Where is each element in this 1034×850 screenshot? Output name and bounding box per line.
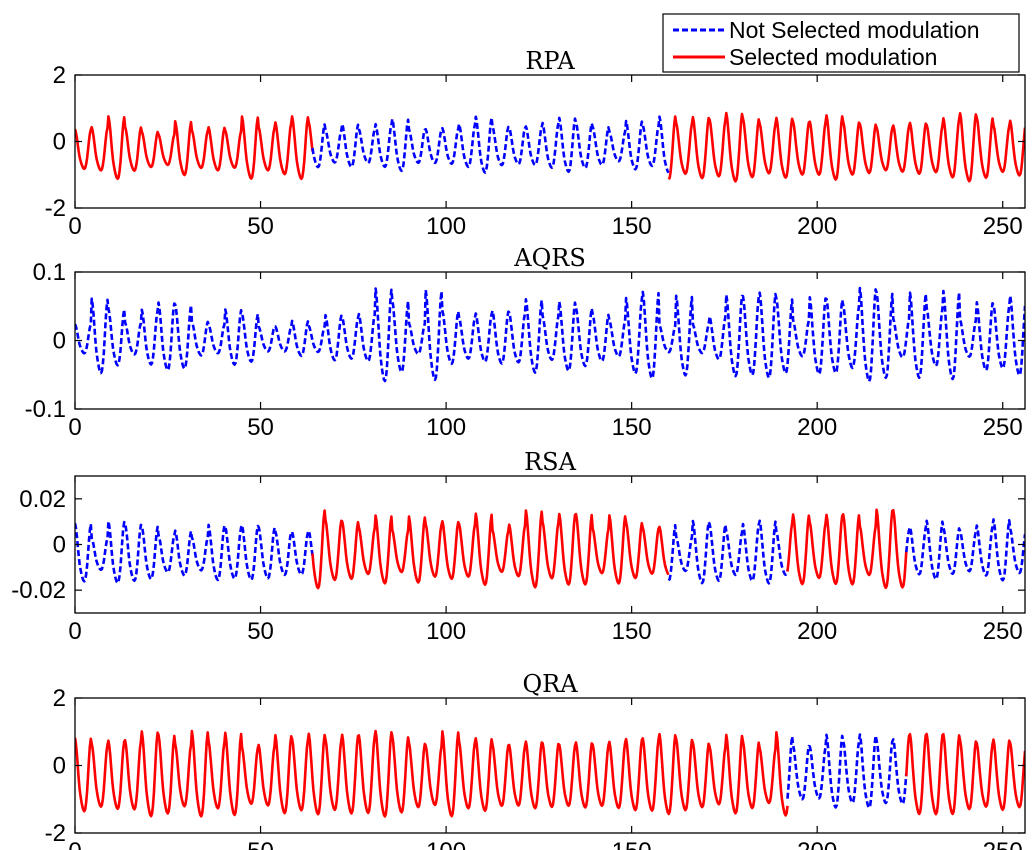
y-tick-label: -0.1 (25, 396, 66, 423)
x-tick-label: 50 (247, 618, 274, 645)
x-tick-label: 250 (983, 618, 1023, 645)
x-tick-label: 100 (426, 838, 466, 850)
y-tick-label: -2 (45, 820, 66, 847)
legend-label: Not Selected modulation (729, 17, 980, 43)
y-tick-label: 2 (53, 685, 66, 712)
x-tick-label: 100 (426, 414, 466, 441)
subplot-title: RSA (524, 448, 577, 476)
x-tick-label: 150 (612, 213, 652, 240)
x-tick-label: 0 (68, 414, 81, 441)
x-tick-label: 250 (983, 838, 1023, 850)
y-tick-label: 0.1 (33, 259, 66, 286)
x-tick-label: 100 (426, 618, 466, 645)
x-tick-label: 200 (797, 414, 837, 441)
series-line-selected (75, 115, 314, 181)
y-tick-label: 0 (53, 532, 66, 559)
series-line-not-selected (786, 733, 908, 809)
series-line-not-selected (311, 115, 670, 174)
x-tick-label: 100 (426, 213, 466, 240)
y-tick-label: -0.02 (11, 577, 66, 604)
series-line-selected (786, 508, 908, 590)
plot-area (75, 698, 1025, 833)
series-line-not-selected (75, 286, 1025, 383)
legend-box (662, 13, 1020, 73)
x-tick-label: 150 (612, 618, 652, 645)
series-line-not-selected (905, 518, 1025, 582)
x-tick-label: 250 (983, 213, 1023, 240)
series-line-selected (905, 732, 1025, 816)
y-tick-label: 2 (53, 62, 66, 89)
plot-area (75, 476, 1025, 613)
y-tick-label: 0 (53, 328, 66, 355)
x-tick-label: 150 (612, 838, 652, 850)
x-tick-label: 50 (247, 213, 274, 240)
series-line-not-selected (667, 519, 789, 585)
legend-label: Selected modulation (729, 44, 937, 70)
y-tick-label: 0 (53, 129, 66, 156)
subplot-title: RPA (525, 47, 575, 75)
plot-area (75, 75, 1025, 208)
y-tick-label: 0.02 (19, 486, 66, 513)
x-tick-label: 200 (797, 618, 837, 645)
plot-area (75, 272, 1025, 409)
x-tick-label: 150 (612, 414, 652, 441)
x-tick-label: 50 (247, 838, 274, 850)
x-tick-label: 50 (247, 414, 274, 441)
series-line-selected (75, 729, 789, 818)
subplot-title: QRA (522, 670, 578, 698)
series-line-selected (667, 111, 1025, 183)
x-tick-label: 200 (797, 213, 837, 240)
x-tick-label: 200 (797, 838, 837, 850)
subplot-title: AQRS (513, 244, 586, 272)
y-tick-label: 0 (53, 753, 66, 780)
series-line-not-selected (75, 519, 314, 585)
x-tick-label: 0 (68, 838, 81, 850)
x-tick-label: 0 (68, 618, 81, 645)
x-tick-label: 250 (983, 414, 1023, 441)
x-tick-label: 0 (68, 213, 81, 240)
y-tick-label: -2 (45, 195, 66, 222)
series-line-selected (311, 509, 670, 590)
